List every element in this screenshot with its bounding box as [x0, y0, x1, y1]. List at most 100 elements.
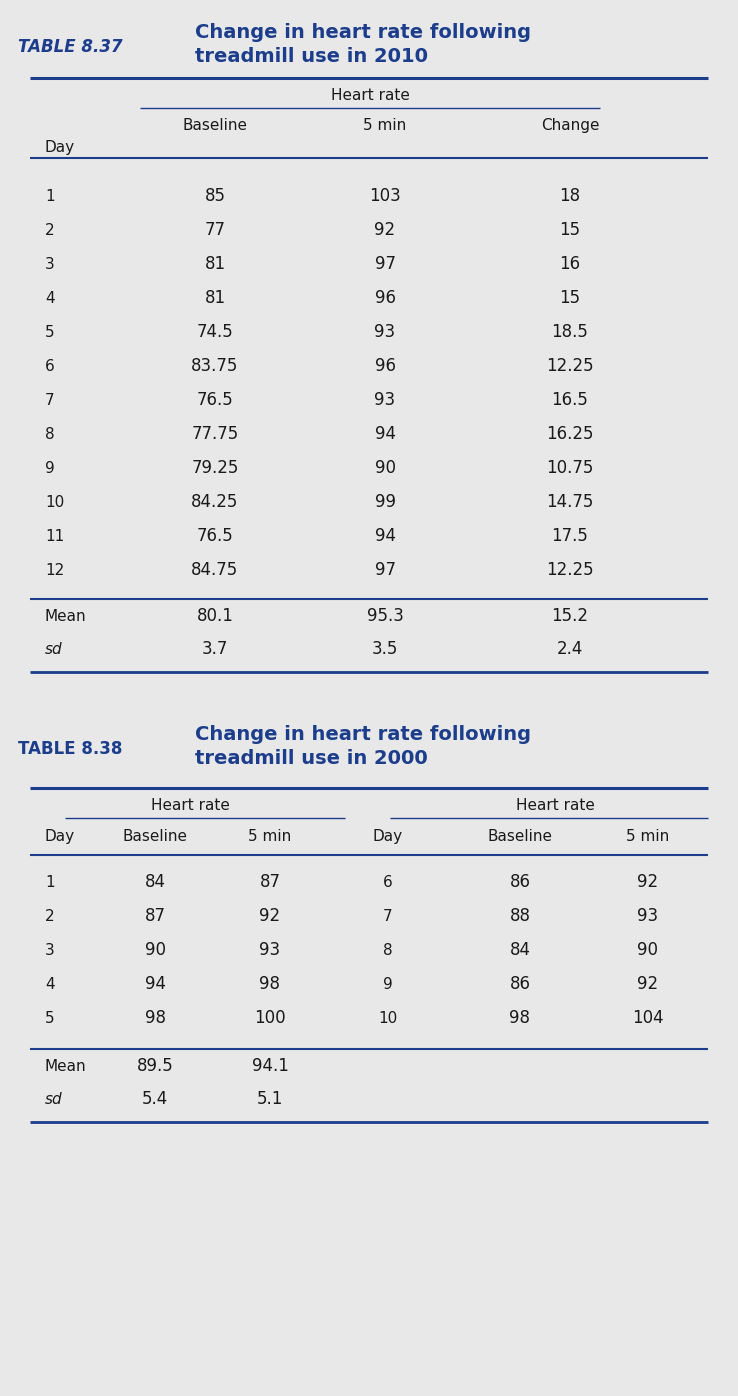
Text: 96: 96 [374, 289, 396, 307]
Text: Heart rate: Heart rate [151, 799, 230, 812]
Text: sd: sd [45, 642, 63, 658]
Text: 84: 84 [509, 941, 531, 959]
Text: 87: 87 [260, 872, 280, 891]
Text: 3.7: 3.7 [201, 639, 228, 658]
Text: 90: 90 [145, 941, 165, 959]
Text: treadmill use in 2010: treadmill use in 2010 [195, 47, 428, 66]
Text: 11: 11 [45, 529, 64, 544]
Text: 16: 16 [559, 255, 581, 274]
Text: 80.1: 80.1 [196, 607, 233, 625]
Text: 5.4: 5.4 [142, 1090, 168, 1108]
Text: Day: Day [45, 140, 75, 155]
Text: 16.5: 16.5 [551, 391, 588, 409]
Text: Heart rate: Heart rate [516, 799, 594, 812]
Text: 7: 7 [383, 909, 393, 924]
Text: 85: 85 [204, 187, 226, 205]
Text: Baseline: Baseline [123, 829, 187, 845]
Text: 76.5: 76.5 [196, 391, 233, 409]
Text: 90: 90 [638, 941, 658, 959]
Text: 92: 92 [638, 872, 658, 891]
Text: Mean: Mean [45, 1060, 86, 1074]
Text: 7: 7 [45, 394, 55, 408]
Text: 5 min: 5 min [627, 829, 669, 845]
Text: 15: 15 [559, 289, 581, 307]
Text: 96: 96 [374, 357, 396, 376]
Text: 74.5: 74.5 [196, 322, 233, 341]
Text: 3: 3 [45, 944, 55, 958]
Text: 92: 92 [374, 221, 396, 239]
Text: 99: 99 [374, 493, 396, 511]
Text: TABLE 8.37: TABLE 8.37 [18, 38, 123, 56]
Text: 84.25: 84.25 [191, 493, 238, 511]
Text: 94: 94 [145, 974, 165, 993]
Text: 79.25: 79.25 [191, 459, 238, 477]
Text: 87: 87 [145, 907, 165, 926]
Text: 83.75: 83.75 [191, 357, 238, 376]
Text: Change in heart rate following: Change in heart rate following [195, 22, 531, 42]
Text: Change in heart rate following: Change in heart rate following [195, 725, 531, 744]
Text: 94.1: 94.1 [252, 1057, 289, 1075]
Text: 97: 97 [374, 561, 396, 579]
Text: 92: 92 [260, 907, 280, 926]
Text: 1: 1 [45, 188, 55, 204]
Text: Mean: Mean [45, 609, 86, 624]
Text: 103: 103 [369, 187, 401, 205]
Text: sd: sd [45, 1092, 63, 1107]
Text: 3: 3 [45, 257, 55, 272]
Text: 98: 98 [260, 974, 280, 993]
Text: TABLE 8.38: TABLE 8.38 [18, 740, 123, 758]
Text: 5: 5 [45, 1011, 55, 1026]
Text: 5 min: 5 min [363, 119, 407, 133]
Text: 84.75: 84.75 [191, 561, 238, 579]
Text: Baseline: Baseline [488, 829, 553, 845]
Text: 104: 104 [632, 1009, 663, 1027]
Text: 98: 98 [509, 1009, 531, 1027]
Text: Change: Change [541, 119, 599, 133]
Text: 81: 81 [204, 255, 226, 274]
Text: 17.5: 17.5 [551, 528, 588, 544]
Text: 15: 15 [559, 221, 581, 239]
Text: 97: 97 [374, 255, 396, 274]
Text: 10.75: 10.75 [546, 459, 593, 477]
Text: 9: 9 [45, 461, 55, 476]
Text: 77.75: 77.75 [191, 424, 238, 443]
Text: 5 min: 5 min [249, 829, 292, 845]
Text: Baseline: Baseline [182, 119, 247, 133]
Text: 88: 88 [509, 907, 531, 926]
Text: 94: 94 [374, 424, 396, 443]
Text: 8: 8 [383, 944, 393, 958]
Text: 86: 86 [509, 872, 531, 891]
Text: 2: 2 [45, 223, 55, 237]
Text: 93: 93 [374, 391, 396, 409]
Text: 12.25: 12.25 [546, 357, 594, 376]
Text: 89.5: 89.5 [137, 1057, 173, 1075]
Text: Heart rate: Heart rate [331, 88, 410, 103]
Text: 18: 18 [559, 187, 581, 205]
Text: 14.75: 14.75 [546, 493, 593, 511]
Text: 2: 2 [45, 909, 55, 924]
Text: 9: 9 [383, 977, 393, 993]
Text: 3.5: 3.5 [372, 639, 399, 658]
Text: 8: 8 [45, 427, 55, 443]
Text: treadmill use in 2000: treadmill use in 2000 [195, 750, 428, 768]
Text: 10: 10 [45, 496, 64, 510]
Text: 77: 77 [204, 221, 226, 239]
Text: 4: 4 [45, 977, 55, 993]
Text: 94: 94 [374, 528, 396, 544]
Text: 93: 93 [374, 322, 396, 341]
Text: 1: 1 [45, 875, 55, 891]
Text: 95.3: 95.3 [367, 607, 404, 625]
Text: Day: Day [45, 829, 75, 845]
Text: 6: 6 [45, 359, 55, 374]
Text: 6: 6 [383, 875, 393, 891]
Text: 16.25: 16.25 [546, 424, 594, 443]
Text: 12: 12 [45, 563, 64, 578]
Text: 10: 10 [379, 1011, 398, 1026]
Text: 18.5: 18.5 [551, 322, 588, 341]
Text: 2.4: 2.4 [556, 639, 583, 658]
Text: 90: 90 [374, 459, 396, 477]
Text: Day: Day [373, 829, 403, 845]
Text: 76.5: 76.5 [196, 528, 233, 544]
Text: 4: 4 [45, 290, 55, 306]
Text: 93: 93 [638, 907, 658, 926]
